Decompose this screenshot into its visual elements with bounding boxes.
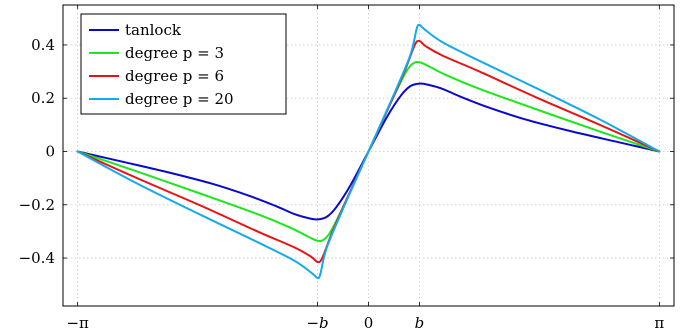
y-tick-label: 0.4 [31,36,55,54]
x-tick-label: −b [306,314,328,332]
legend-label: tanlock [125,21,182,39]
x-tick-label: π [654,314,664,332]
legend-label: degree p = 3 [125,44,224,62]
x-tick-label: 0 [364,314,374,332]
x-tick-label: −π [66,314,89,332]
x-tick-label: b [415,314,425,332]
y-tick-label: −0.4 [19,249,55,267]
y-tick-label: 0.2 [31,89,55,107]
y-tick-label: 0 [45,143,55,161]
series-lines [76,23,661,280]
legend-label: degree p = 20 [125,90,234,108]
legend-label: degree p = 6 [125,67,224,85]
series-line-3 [76,23,661,280]
axis-ticks: −π −b 0 b π 0.4 0.2 0 −0.2 −0.4 [19,5,674,332]
y-tick-label: −0.2 [19,196,55,214]
legend: tanlock degree p = 3 degree p = 6 degree p … [80,13,287,115]
